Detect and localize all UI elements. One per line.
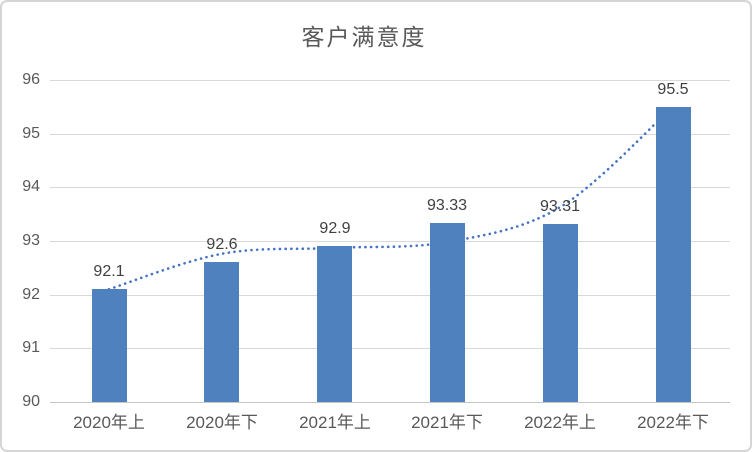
- bar: [204, 262, 239, 402]
- bar: [656, 107, 691, 402]
- data-label: 93.31: [539, 198, 581, 215]
- data-label: 92.1: [93, 263, 125, 280]
- bar: [430, 223, 465, 402]
- gridline: [50, 80, 730, 81]
- x-axis-line: [50, 402, 730, 403]
- gridline: [50, 348, 730, 349]
- bar: [92, 289, 127, 402]
- data-label: 93.33: [426, 197, 468, 214]
- bar: [317, 246, 352, 402]
- x-axis-category-label: 2020年下: [186, 413, 258, 432]
- x-axis-category-label: 2022年下: [637, 413, 709, 432]
- y-axis-tick-label: 90: [22, 393, 40, 410]
- x-axis-category-label: 2020年上: [73, 413, 145, 432]
- x-axis-category-label: 2021年上: [299, 413, 371, 432]
- y-axis-tick-label: 96: [22, 71, 40, 88]
- chart-title: 客户满意度: [301, 25, 427, 51]
- bar: [543, 224, 578, 402]
- gridline: [50, 134, 730, 135]
- data-label: 92.9: [319, 220, 351, 237]
- gridline: [50, 295, 730, 296]
- data-label: 95.5: [657, 81, 689, 98]
- y-axis-tick-label: 95: [22, 125, 40, 142]
- y-axis-tick-label: 94: [22, 178, 40, 195]
- gridline: [50, 241, 730, 242]
- x-axis-category-label: 2022年上: [524, 413, 596, 432]
- x-axis-category-label: 2021年下: [411, 413, 483, 432]
- data-label: 92.6: [206, 236, 238, 253]
- y-axis-tick-label: 91: [22, 339, 40, 356]
- y-axis-tick-label: 92: [22, 286, 40, 303]
- gridline: [50, 187, 730, 188]
- y-axis-tick-label: 93: [22, 232, 40, 249]
- trendline-path: [107, 105, 675, 291]
